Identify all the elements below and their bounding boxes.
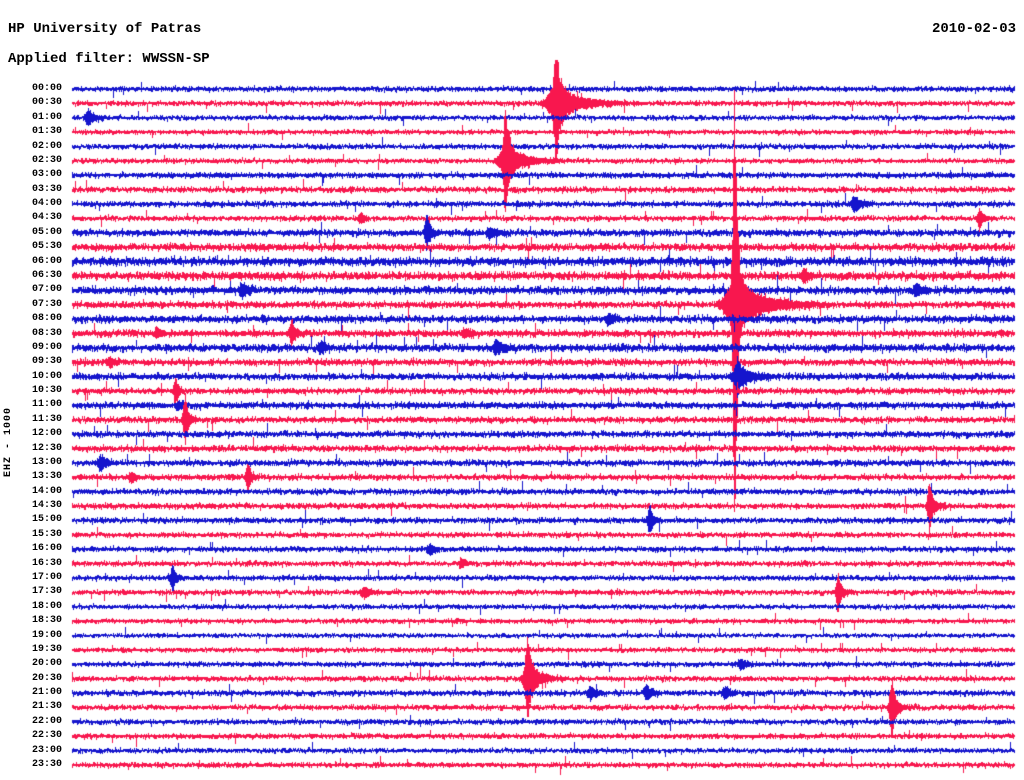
row-time-label: 19:30	[31, 643, 62, 655]
row-time-label: 00:00	[31, 83, 62, 94]
row-time-label: 07:00	[31, 284, 62, 296]
time-label-column: 00:00 00:30 01:00 01:30 02:00 02:30 03:00 03:30…	[0, 0, 62, 780]
row-time-label: 21:30	[31, 701, 62, 713]
row-time-label: 05:00	[31, 226, 62, 238]
row-time-label: 13:00	[31, 456, 62, 468]
row-time-label: 06:30	[31, 269, 62, 281]
row-time-label: 20:30	[31, 672, 62, 684]
row-time-label: 18:00	[31, 600, 62, 612]
row-time-label: 18:30	[31, 615, 62, 627]
date-label: 2010-02-03	[931, 21, 1016, 37]
row-time-label: 09:00	[31, 341, 62, 353]
row-time-label: 00:30	[31, 97, 62, 109]
row-time-label: 11:30	[31, 413, 62, 425]
row-time-label: 23:00	[31, 744, 62, 756]
row-time-label: 06:00	[31, 255, 62, 267]
row-time-label: 17:30	[31, 586, 62, 598]
row-time-label: 19:00	[31, 629, 62, 641]
row-time-label: 02:30	[31, 154, 62, 166]
row-time-label: 23:30	[31, 759, 62, 770]
row-time-label: 21:00	[31, 687, 62, 699]
row-time-label: 01:30	[31, 126, 62, 138]
row-time-label: 22:30	[31, 730, 62, 742]
row-time-label: 15:00	[31, 514, 62, 526]
filter-label: Applied filter: WWSSN-SP	[8, 51, 210, 67]
row-time-label: 14:00	[31, 485, 62, 497]
row-time-label: 01:00	[31, 111, 62, 123]
row-time-label: 14:30	[31, 500, 62, 512]
row-time-label: 05:30	[31, 241, 62, 253]
row-time-label: 08:30	[31, 327, 62, 339]
row-time-label: 15:30	[31, 528, 62, 540]
row-time-label: 10:00	[31, 370, 62, 382]
row-time-label: 16:30	[31, 557, 62, 569]
row-time-label: 02:00	[31, 140, 62, 152]
row-time-label: 03:00	[31, 169, 62, 181]
row-time-label: 22:00	[31, 715, 62, 727]
row-time-label: 17:00	[31, 572, 62, 584]
row-time-label: 09:30	[31, 356, 62, 368]
row-time-label: 04:30	[31, 212, 62, 224]
row-time-label: 04:00	[31, 198, 62, 210]
row-time-label: 12:00	[31, 428, 62, 440]
row-time-label: 16:00	[31, 543, 62, 555]
row-time-label: 11:00	[31, 399, 62, 411]
row-time-label: 12:30	[31, 442, 62, 454]
row-time-label: 10:30	[31, 385, 62, 397]
row-time-label: 08:00	[31, 313, 62, 325]
row-time-label: 07:30	[31, 298, 62, 310]
row-time-label: 20:00	[31, 658, 62, 670]
station-title: HP University of Patras	[8, 21, 202, 37]
row-time-label: 03:30	[31, 183, 62, 195]
row-time-label: 13:30	[31, 471, 62, 483]
